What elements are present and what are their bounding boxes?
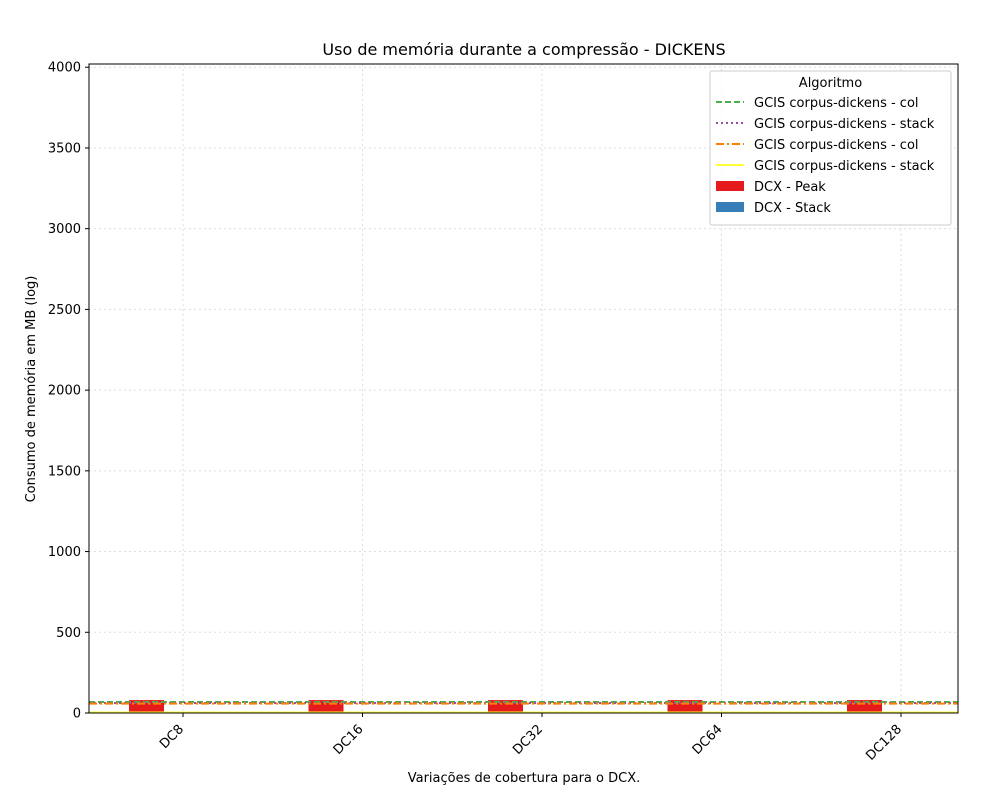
y-tick-label: 2500 xyxy=(48,303,81,318)
grid xyxy=(89,64,958,714)
legend-label: DCX - Peak xyxy=(754,180,826,195)
legend-item: GCIS corpus-dickens - col xyxy=(716,96,919,111)
x-tick-label: DC8 xyxy=(157,722,187,752)
legend-bar-swatch xyxy=(716,181,744,191)
y-tick-label: 3500 xyxy=(48,141,81,156)
x-axis-label: Variações de cobertura para o DCX. xyxy=(408,771,641,786)
plot-frame xyxy=(88,63,959,714)
legend-label: GCIS corpus-dickens - stack xyxy=(754,117,935,132)
x-axis-ticks: DC8 DC16 DC32 DC64 DC128 xyxy=(157,713,905,764)
legend-items: GCIS corpus-dickens - col GCIS corpus-dic… xyxy=(716,96,935,216)
legend: Algoritmo GCIS corpus-dickens - colGCIS … xyxy=(709,70,952,226)
y-tick-label: 2000 xyxy=(48,384,81,399)
legend-title: Algoritmo xyxy=(799,76,862,91)
y-tick-label: 1000 xyxy=(48,545,81,560)
legend-box xyxy=(709,70,952,226)
legend-label: GCIS corpus-dickens - col xyxy=(754,96,919,111)
x-tick-label: DC16 xyxy=(331,722,367,758)
legend-bar-swatch xyxy=(716,202,744,212)
legend-item: DCX - Stack xyxy=(716,201,831,216)
y-axis-ticks: 0 500 1000 1500 2000 2500 3000 3500 4000 xyxy=(48,61,89,722)
x-tick-label: DC32 xyxy=(510,722,546,758)
legend-item: GCIS corpus-dickens - stack xyxy=(716,159,935,174)
y-tick-label: 4000 xyxy=(48,61,81,76)
x-tick-label: DC64 xyxy=(690,722,726,758)
chart-title: Uso de memória durante a compressão - DI… xyxy=(322,40,725,59)
legend-item: GCIS corpus-dickens - stack xyxy=(716,117,935,132)
y-tick-label: 500 xyxy=(56,626,81,641)
y-tick-label: 3000 xyxy=(48,222,81,237)
legend-label: DCX - Stack xyxy=(754,201,831,216)
x-tick-label: DC128 xyxy=(863,722,905,764)
legend-label: GCIS corpus-dickens - stack xyxy=(754,159,935,174)
legend-item: GCIS corpus-dickens - col xyxy=(716,138,919,153)
legend-label: GCIS corpus-dickens - col xyxy=(754,138,919,153)
reference-lines-overlay xyxy=(89,701,958,714)
y-axis-label: Consumo de memória em MB (log) xyxy=(24,276,39,503)
y-tick-label: 0 xyxy=(73,707,81,722)
y-tick-label: 1500 xyxy=(48,464,81,479)
legend-item: DCX - Peak xyxy=(716,180,826,195)
